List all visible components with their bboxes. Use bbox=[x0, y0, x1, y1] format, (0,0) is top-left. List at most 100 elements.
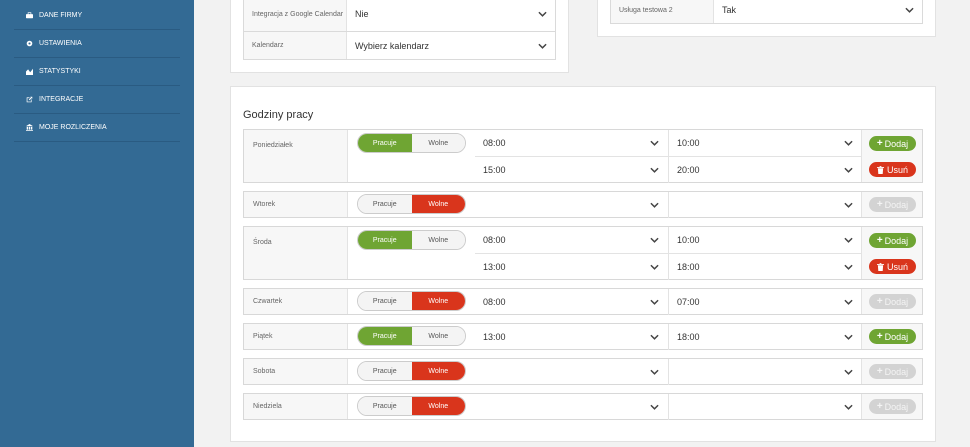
free-option[interactable]: Wolne bbox=[411, 292, 465, 310]
free-option[interactable]: Wolne bbox=[411, 397, 465, 415]
end-time-select[interactable]: 18:00 bbox=[668, 254, 861, 280]
day-row-friday: Piątek Pracuje Wolne 13:00 18:00 + Dodaj bbox=[243, 323, 923, 350]
chevron-down-icon bbox=[650, 368, 659, 376]
day-label: Sobota bbox=[253, 367, 276, 375]
work-option[interactable]: Pracuje bbox=[358, 292, 412, 310]
add-label: Dodaj bbox=[884, 331, 909, 342]
free-option[interactable]: Wolne bbox=[411, 195, 465, 213]
free-option[interactable]: Wolne bbox=[411, 134, 465, 152]
add-slot-button[interactable]: + Dodaj bbox=[869, 364, 916, 379]
chevron-down-icon bbox=[844, 403, 853, 411]
start-time-select[interactable]: 08:00 bbox=[475, 227, 667, 253]
end-time-select[interactable]: 18:00 bbox=[668, 324, 861, 350]
day-label: Wtorek bbox=[253, 200, 276, 208]
day-label: Środa bbox=[253, 239, 272, 246]
end-time-select[interactable] bbox=[668, 192, 861, 218]
google-calendar-select[interactable]: Nie bbox=[347, 0, 555, 31]
sidebar-item-dane-firmy[interactable]: DANE FIRMY bbox=[14, 2, 180, 30]
add-slot-button[interactable]: + Dodaj bbox=[869, 294, 916, 309]
add-label: Dodaj bbox=[884, 235, 909, 246]
day-actions: + Dodaj bbox=[861, 192, 922, 217]
day-row-saturday: Sobota Pracuje Wolne + Dodaj bbox=[243, 358, 923, 385]
time-value: 15:00 bbox=[483, 165, 506, 175]
slot-divider bbox=[475, 156, 861, 157]
trash-icon bbox=[876, 262, 884, 271]
day-status-toggle[interactable]: Pracuje Wolne bbox=[357, 361, 466, 381]
plus-icon: + bbox=[876, 401, 883, 412]
add-slot-button[interactable]: + Dodaj bbox=[869, 329, 916, 344]
day-status-toggle[interactable]: Pracuje Wolne bbox=[357, 230, 466, 250]
external-link-icon bbox=[24, 96, 34, 103]
chevron-down-icon bbox=[650, 139, 659, 147]
start-time-select[interactable]: 08:00 bbox=[475, 130, 667, 156]
add-label: Dodaj bbox=[884, 138, 909, 149]
chevron-down-icon bbox=[844, 139, 853, 147]
end-time-select[interactable]: 20:00 bbox=[668, 157, 861, 183]
time-value: 10:00 bbox=[677, 235, 700, 245]
day-actions: + Dodaj Usuń bbox=[861, 227, 922, 279]
work-option[interactable]: Pracuje bbox=[358, 195, 412, 213]
delete-label: Usuń bbox=[886, 164, 908, 175]
sidebar-item-ustawienia[interactable]: USTAWIENIA bbox=[14, 30, 180, 58]
add-slot-button[interactable]: + Dodaj bbox=[869, 233, 916, 248]
day-label: Niedziela bbox=[253, 402, 282, 410]
start-time-select[interactable] bbox=[475, 359, 667, 385]
work-option[interactable]: Pracuje bbox=[358, 362, 412, 380]
start-time-select[interactable]: 08:00 bbox=[475, 289, 667, 315]
work-option[interactable]: Pracuje bbox=[358, 397, 412, 415]
time-value: 13:00 bbox=[483, 332, 506, 342]
time-value: 10:00 bbox=[677, 138, 700, 148]
chevron-down-icon bbox=[538, 42, 547, 50]
start-time-select[interactable]: 15:00 bbox=[475, 157, 667, 183]
day-row-wednesday: Środa Pracuje Wolne 08:00 10:00 13:00 18… bbox=[243, 226, 923, 280]
google-calendar-value: Nie bbox=[355, 9, 369, 19]
end-time-select[interactable] bbox=[668, 394, 861, 420]
end-time-select[interactable]: 07:00 bbox=[668, 289, 861, 315]
work-option[interactable]: Pracuje bbox=[358, 134, 412, 152]
calendar-value: Wybierz kalendarz bbox=[355, 40, 429, 51]
start-time-select[interactable]: 13:00 bbox=[475, 324, 667, 350]
free-option[interactable]: Wolne bbox=[411, 327, 465, 345]
plus-icon: + bbox=[876, 296, 883, 307]
plus-icon: + bbox=[876, 366, 883, 377]
start-time-select[interactable] bbox=[475, 394, 667, 420]
calendar-select[interactable]: Wybierz kalendarz bbox=[347, 32, 555, 59]
day-actions: + Dodaj bbox=[861, 359, 922, 384]
service-value: Tak bbox=[722, 5, 737, 15]
start-time-select[interactable] bbox=[475, 192, 667, 218]
work-option[interactable]: Pracuje bbox=[358, 327, 412, 345]
google-calendar-label: Integracja z Google Calendar bbox=[244, 0, 347, 31]
free-option[interactable]: Wolne bbox=[411, 231, 465, 249]
google-calendar-row: Integracja z Google Calendar Nie bbox=[243, 0, 556, 32]
start-time-select[interactable]: 13:00 bbox=[475, 254, 667, 280]
delete-slot-button[interactable]: Usuń bbox=[869, 259, 916, 274]
day-status-toggle[interactable]: Pracuje Wolne bbox=[357, 396, 466, 416]
service-select[interactable]: Tak bbox=[714, 0, 922, 23]
plus-icon: + bbox=[876, 199, 883, 210]
day-status-toggle[interactable]: Pracuje Wolne bbox=[357, 291, 466, 311]
free-option[interactable]: Wolne bbox=[411, 362, 465, 380]
sidebar-item-integracje[interactable]: INTEGRACJE bbox=[14, 86, 180, 114]
time-value: 18:00 bbox=[677, 262, 700, 272]
sidebar-item-moje-rozliczenia[interactable]: MOJE ROZLICZENIA bbox=[14, 114, 180, 142]
day-status-toggle[interactable]: Pracuje Wolne bbox=[357, 326, 466, 346]
chevron-down-icon bbox=[650, 166, 659, 174]
end-time-select[interactable]: 10:00 bbox=[668, 130, 861, 156]
calendar-row: Kalendarz Wybierz kalendarz bbox=[243, 32, 556, 60]
day-status-toggle[interactable]: Pracuje Wolne bbox=[357, 133, 466, 153]
sidebar-item-statystyki[interactable]: STATYSTYKI bbox=[14, 58, 180, 86]
day-label: Poniedziałek bbox=[253, 142, 293, 149]
work-option[interactable]: Pracuje bbox=[358, 231, 412, 249]
add-slot-button[interactable]: + Dodaj bbox=[869, 197, 916, 212]
sidebar-item-label: DANE FIRMY bbox=[39, 12, 83, 19]
sidebar: DANE FIRMY USTAWIENIA STATYSTYKI INTEGRA… bbox=[0, 0, 194, 447]
bank-icon bbox=[24, 124, 34, 131]
day-status-toggle[interactable]: Pracuje Wolne bbox=[357, 194, 466, 214]
chevron-down-icon bbox=[844, 263, 853, 271]
end-time-select[interactable] bbox=[668, 359, 861, 385]
end-time-select[interactable]: 10:00 bbox=[668, 227, 861, 253]
add-slot-button[interactable]: + Dodaj bbox=[869, 399, 916, 414]
delete-slot-button[interactable]: Usuń bbox=[869, 162, 916, 177]
add-label: Dodaj bbox=[884, 366, 909, 377]
add-slot-button[interactable]: + Dodaj bbox=[869, 136, 916, 151]
